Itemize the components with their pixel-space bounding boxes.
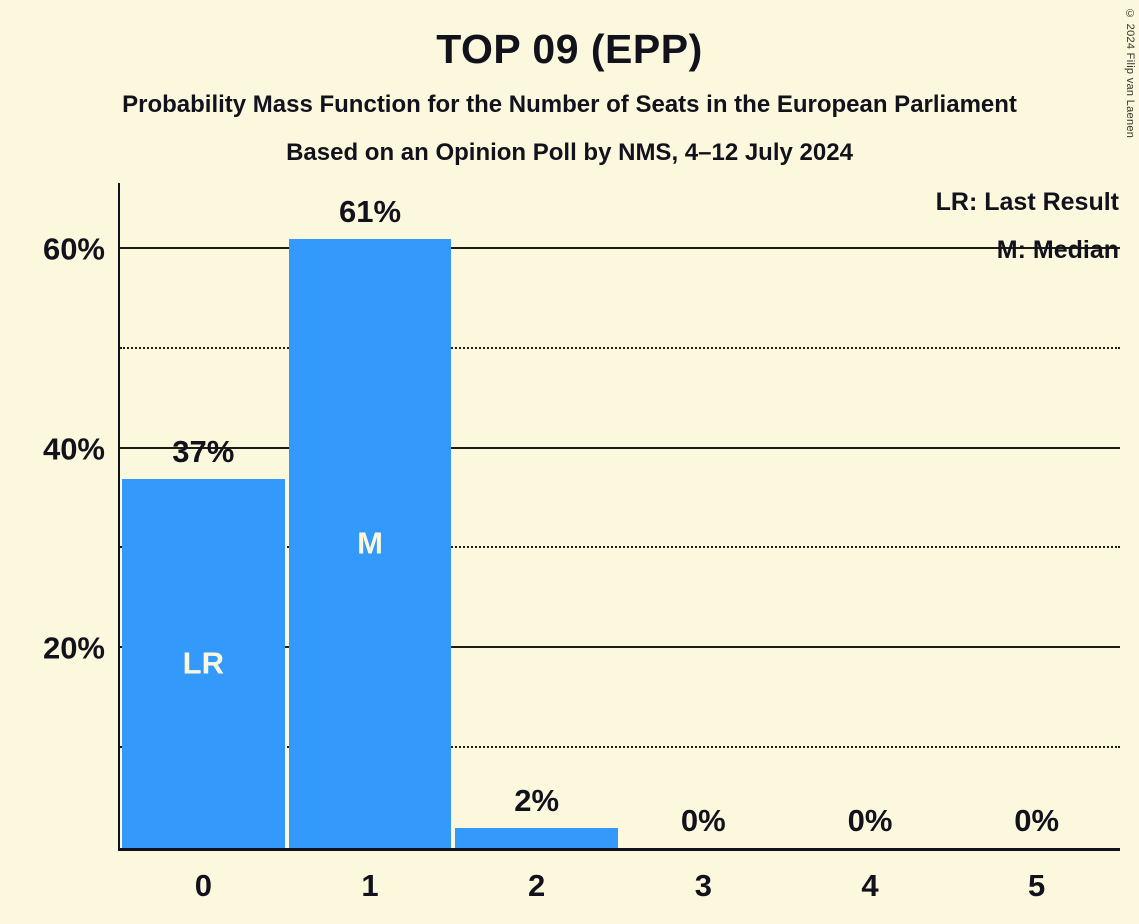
x-tick-label: 1 <box>361 868 379 903</box>
bar-value-label: 37% <box>172 433 235 469</box>
plot-area: 20% 40% 60% LR 37% 0 M 61% 1 2% 2 0% 3 0% 4 0% 5 <box>43 183 1120 901</box>
y-tick-label: 40% <box>42 431 105 467</box>
y-tick-label: 60% <box>42 231 105 267</box>
grid-line-major <box>120 246 1120 249</box>
bar-annotation: M <box>357 525 383 561</box>
x-tick-label: 0 <box>194 868 212 903</box>
chart-poll-info: Based on an Opinion Poll by NMS, 4–12 Ju… <box>286 139 853 166</box>
bar <box>455 828 618 848</box>
copyright-notice: © 2024 Filip van Laenen <box>1124 8 1136 139</box>
grid-line-minor <box>120 546 1120 549</box>
grid-line-major <box>120 646 1120 649</box>
x-tick-label: 5 <box>1028 868 1046 903</box>
bar-annotation: LR <box>182 645 224 681</box>
x-tick-label: 2 <box>528 868 546 903</box>
x-tick-label: 3 <box>694 868 712 903</box>
bar-value-label: 0% <box>680 803 726 838</box>
bar <box>122 478 285 848</box>
grid-line-major <box>120 446 1120 449</box>
chart-subtitle: Probability Mass Function for the Number… <box>122 91 1017 118</box>
grid-line-minor <box>120 346 1120 349</box>
bar-value-label: 61% <box>338 193 402 229</box>
bar-value-label: 0% <box>1014 803 1060 838</box>
bar-value-label: 2% <box>514 783 560 819</box>
bar <box>288 238 452 848</box>
legend-median: M: Median <box>996 236 1119 264</box>
legend-last-result: LR: Last Result <box>935 188 1119 216</box>
grid-line-minor <box>120 746 1120 749</box>
bar-value-label: 0% <box>847 803 893 838</box>
chart-title: TOP 09 (EPP) <box>436 26 703 72</box>
x-tick-label: 4 <box>861 868 879 903</box>
y-tick-label: 20% <box>42 630 105 666</box>
chart-legend: LR: Last Result M: Median <box>936 178 1119 274</box>
